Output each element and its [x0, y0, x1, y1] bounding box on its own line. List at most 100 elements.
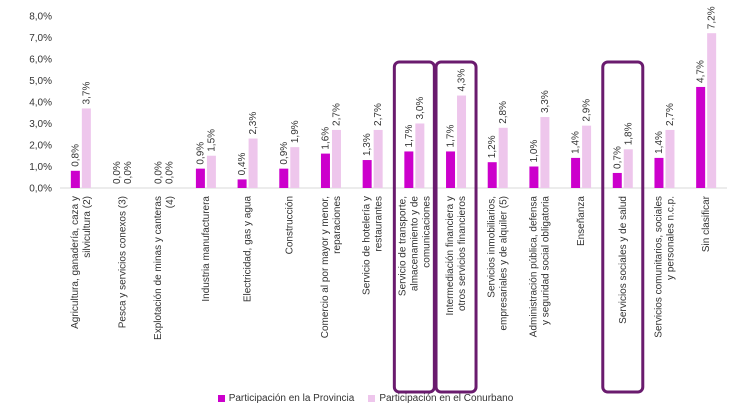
category-label: empresariales y de alquiler (5)	[499, 196, 510, 331]
data-label: 0,0%	[112, 161, 123, 184]
category-label: silvicultura (2)	[82, 196, 93, 258]
bar-provincia	[404, 151, 414, 188]
y-tick-label: 8,0%	[29, 12, 52, 23]
category-label: otros servicios financieros	[457, 196, 468, 311]
category-label: y personales n.c.p.	[665, 196, 676, 280]
data-label: 4,7%	[696, 60, 707, 83]
bar-conurbano	[540, 117, 550, 188]
data-label: 1,7%	[404, 125, 415, 148]
category-label: Servicio de hotelería y	[362, 196, 373, 295]
bar-provincia	[237, 179, 247, 188]
data-label: 3,3%	[540, 90, 551, 113]
y-tick-label: 2,0%	[29, 141, 52, 152]
data-label: 1,3%	[362, 133, 373, 156]
bar-conurbano	[623, 149, 633, 188]
bar-conurbano	[457, 95, 467, 188]
bar-conurbano	[415, 123, 425, 188]
highlight-box	[434, 60, 478, 394]
data-label: 1,4%	[571, 131, 582, 154]
data-label: 2,7%	[331, 103, 342, 126]
y-tick-label: 6,0%	[29, 55, 52, 66]
category-label: Electricidad, gas y agua	[243, 196, 254, 303]
bar-provincia	[612, 172, 622, 188]
bar-provincia	[195, 168, 205, 188]
bar-provincia	[654, 157, 664, 188]
data-label: 0,4%	[237, 152, 248, 175]
bar-provincia	[446, 151, 456, 188]
data-label: 1,0%	[529, 140, 540, 163]
category-label: comunicaciones	[421, 196, 432, 268]
category-label: Servicios inmobiliarios,	[487, 196, 498, 298]
data-label: 3,0%	[415, 97, 426, 120]
bar-conurbano	[707, 33, 717, 189]
data-label: 0,9%	[195, 142, 206, 165]
data-label: 1,5%	[206, 129, 217, 152]
data-label: 1,4%	[654, 131, 665, 154]
bar-conurbano	[665, 129, 675, 188]
data-label: 0,8%	[70, 144, 81, 167]
category-label: Administración pública, defensa	[528, 196, 539, 338]
legend-item-conurbano: Participación en el Conurbano	[368, 391, 513, 405]
category-label: Servicio de transporte,	[397, 196, 408, 296]
legend-swatch-provincia	[217, 394, 225, 402]
highlight-box	[601, 60, 645, 394]
y-tick-label: 3,0%	[29, 119, 52, 130]
data-label: 1,6%	[320, 127, 331, 150]
data-label: 2,7%	[665, 103, 676, 126]
data-label: 0,0%	[154, 161, 165, 184]
bar-provincia	[696, 86, 706, 188]
category-label: Industria manufacturera	[201, 196, 212, 302]
data-label: 1,2%	[487, 135, 498, 158]
bar-conurbano	[582, 125, 592, 188]
y-tick-label: 0,0%	[29, 184, 52, 195]
category-label: restaurantes	[374, 196, 385, 252]
data-label: 0,7%	[612, 146, 623, 169]
data-label: 3,7%	[81, 82, 92, 105]
bar-conurbano	[81, 108, 91, 188]
category-label: Sin clasificar	[701, 195, 712, 252]
category-label: y seguridad social obligatoria	[540, 196, 551, 325]
legend-label-provincia: Participación en la Provincia	[228, 392, 355, 404]
data-label: 2,8%	[498, 101, 509, 124]
bar-provincia	[362, 160, 372, 188]
data-label: 2,9%	[582, 99, 593, 122]
y-tick-label: 1,0%	[29, 162, 52, 173]
legend-label-conurbano: Participación en el Conurbano	[379, 392, 514, 404]
y-tick-label: 4,0%	[29, 98, 52, 109]
legend-item-provincia: Participación en la Provincia	[217, 391, 355, 405]
bar-provincia	[279, 168, 289, 188]
category-label: Intermediación financiera y	[445, 196, 456, 316]
bar-provincia	[487, 162, 497, 188]
category-label: Construcción	[284, 196, 295, 254]
data-label: 7,2%	[707, 6, 718, 29]
data-label: 4,3%	[457, 69, 468, 92]
chart-legend: Participación en la Provincia Participac…	[0, 391, 731, 405]
bar-provincia	[70, 170, 80, 188]
bar-conurbano	[290, 147, 300, 188]
data-label: 0,9%	[279, 142, 290, 165]
data-label: 1,7%	[446, 125, 457, 148]
bar-conurbano	[248, 138, 258, 188]
bar-conurbano	[331, 129, 341, 188]
bar-provincia	[529, 166, 539, 188]
bar-provincia	[320, 153, 330, 188]
category-label: Pesca y servicios conexos (3)	[118, 196, 129, 328]
bar-conurbano	[206, 155, 216, 188]
category-label: Comercio al por mayor y menor,	[320, 196, 331, 338]
data-label: 0,0%	[165, 161, 176, 184]
bar-provincia	[571, 157, 581, 188]
bar-conurbano	[373, 129, 383, 188]
y-tick-label: 7,0%	[29, 33, 52, 44]
data-label: 2,7%	[373, 103, 384, 126]
highlight-box	[392, 60, 436, 394]
category-label: Servicios sociales y de salud	[618, 196, 629, 324]
category-label: Enseñanza	[576, 196, 587, 246]
category-label: Explotación de minas y canteras	[153, 196, 164, 340]
data-label: 1,8%	[623, 122, 634, 145]
category-label: (4)	[165, 196, 176, 208]
legend-swatch-conurbano	[368, 394, 376, 402]
data-label: 0,0%	[123, 161, 134, 184]
category-label: Servicios comunitarios, sociales	[653, 196, 664, 338]
y-tick-label: 5,0%	[29, 76, 52, 87]
